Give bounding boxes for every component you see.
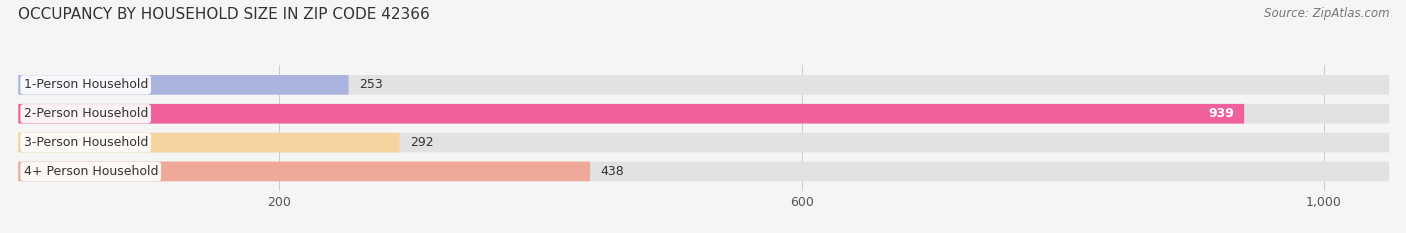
FancyBboxPatch shape <box>18 104 1389 123</box>
Text: 4+ Person Household: 4+ Person Household <box>24 165 157 178</box>
FancyBboxPatch shape <box>18 75 349 95</box>
Text: 2-Person Household: 2-Person Household <box>24 107 148 120</box>
Text: 939: 939 <box>1208 107 1234 120</box>
Text: 253: 253 <box>359 78 382 91</box>
FancyBboxPatch shape <box>18 133 1389 152</box>
Text: 3-Person Household: 3-Person Household <box>24 136 148 149</box>
Text: 438: 438 <box>600 165 624 178</box>
FancyBboxPatch shape <box>18 133 399 152</box>
Text: Source: ZipAtlas.com: Source: ZipAtlas.com <box>1264 7 1389 20</box>
FancyBboxPatch shape <box>18 75 1389 95</box>
FancyBboxPatch shape <box>18 162 591 181</box>
Text: OCCUPANCY BY HOUSEHOLD SIZE IN ZIP CODE 42366: OCCUPANCY BY HOUSEHOLD SIZE IN ZIP CODE … <box>18 7 430 22</box>
Text: 292: 292 <box>411 136 433 149</box>
FancyBboxPatch shape <box>18 104 1244 123</box>
FancyBboxPatch shape <box>18 162 1389 181</box>
Text: 1-Person Household: 1-Person Household <box>24 78 148 91</box>
